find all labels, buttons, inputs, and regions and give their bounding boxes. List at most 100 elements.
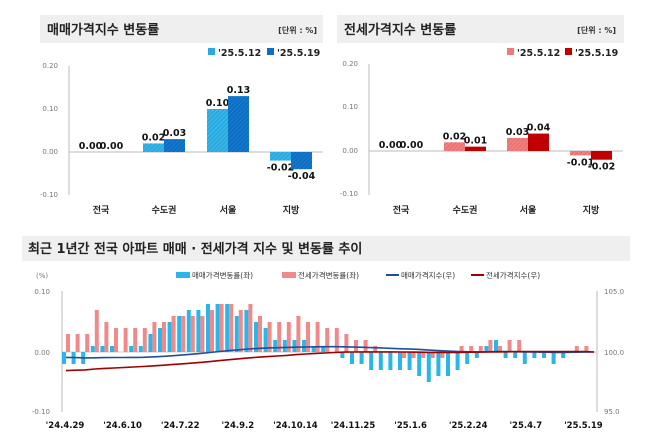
legend-swatch-sale-bar <box>176 272 190 278</box>
sale-change-bar <box>561 352 566 358</box>
data-label: 0.03 <box>163 128 186 139</box>
jeonse-change-bar <box>171 316 176 352</box>
sale-change-bar <box>206 304 210 352</box>
legend-swatch-jeonse-bar <box>282 272 296 278</box>
y-tick-label: 0.00 <box>342 147 358 155</box>
bar <box>228 96 249 152</box>
data-label: 0.00 <box>379 140 403 151</box>
sale-change-bar <box>138 346 143 352</box>
sale-change-bar <box>350 352 354 364</box>
sale-change-bar <box>282 340 287 352</box>
sale-change-bar <box>62 352 66 364</box>
x-tick-label: '24.10.14 <box>273 421 318 431</box>
sale-change-bar <box>196 310 201 352</box>
data-label: -0.02 <box>267 163 294 174</box>
legend-label-0: '25.5.12 <box>517 48 560 59</box>
jeonse-change-bar <box>430 352 435 358</box>
sale-change-bar <box>484 346 489 352</box>
data-label: 0.00 <box>79 141 103 152</box>
title-bar <box>22 236 630 261</box>
data-label: 0.01 <box>464 136 487 147</box>
data-label: 0.00 <box>100 141 124 152</box>
jeonse-change-bar <box>152 322 157 352</box>
sale-change-bar <box>446 352 450 376</box>
sale-change-bar <box>110 346 114 352</box>
x-tick-label: '24.9.2 <box>221 421 254 431</box>
jeonse-change-bar <box>123 328 128 352</box>
category-label: 전국 <box>393 204 410 216</box>
jeonse-change-bar <box>190 316 195 352</box>
sale-change-bar <box>542 352 546 358</box>
jeonse-change-bar <box>277 322 282 352</box>
y-tick-label: 0.10 <box>42 105 58 113</box>
sale-change-bar <box>321 346 326 352</box>
legend-swatch-1 <box>267 48 274 55</box>
legend: '25.5.12 '25.5.19 <box>208 48 320 59</box>
title-bar <box>337 15 624 43</box>
x-tick-label: '25.1.6 <box>394 421 427 431</box>
bar <box>444 142 465 151</box>
sale-change-bar <box>186 310 191 352</box>
sale-change-bar <box>436 352 441 376</box>
data-label: 0.02 <box>443 131 466 142</box>
jeonse-change-bar <box>344 334 349 352</box>
legend-label-1: '25.5.19 <box>277 48 320 59</box>
y-tick-label-left: 0.00 <box>34 349 50 357</box>
jeonse-change-bar <box>114 328 118 352</box>
sale-change-bar <box>158 328 162 352</box>
sale-change-bar <box>234 316 239 352</box>
jeonse-change-bar <box>248 304 253 352</box>
x-tick-label: '24.11.25 <box>331 421 376 431</box>
y-tick-label: 0.10 <box>342 103 358 111</box>
legend-swatch-0 <box>208 48 215 55</box>
jeonse-change-bar <box>238 310 243 352</box>
y-tick-label-left: 0.10 <box>34 288 50 296</box>
y-tick-label: 0.20 <box>42 62 58 70</box>
unit-label: [단위 : %] <box>577 25 616 35</box>
sale-change-bar <box>302 340 306 352</box>
data-label: 0.02 <box>142 132 165 143</box>
data-label: 0.03 <box>506 127 529 138</box>
bar <box>465 146 486 151</box>
sale-change-bar <box>225 304 230 352</box>
bar <box>207 109 228 152</box>
jeonse-change-bar <box>354 340 358 352</box>
legend: 매매가격변동률(좌) 전세가격변동률(좌) 매매가격지수(우) 전세가격지수(우… <box>176 270 540 280</box>
sale-change-bar <box>148 334 153 352</box>
unit-label: [단위 : %] <box>278 25 317 35</box>
sale-change-bar <box>167 322 172 352</box>
legend-label: 매매가격변동률(좌) <box>192 270 253 280</box>
y-tick-label-right: 105.0 <box>604 288 624 296</box>
category-label: 수도권 <box>152 204 177 216</box>
sale-change-bar <box>254 322 258 352</box>
chart-title: 전세가격지수 변동률 <box>344 22 456 38</box>
sale-change-bar <box>340 352 345 358</box>
bar <box>270 152 291 161</box>
chart-title: 최근 1년간 전국 아파트 매매 · 전세가격 지수 및 변동률 추이 <box>28 241 362 257</box>
bar <box>591 151 612 160</box>
jeonse-change-bar <box>229 304 234 352</box>
category-label: 지방 <box>283 204 300 216</box>
legend-swatch-1 <box>565 48 572 55</box>
sale-change-bar <box>388 352 393 370</box>
bar <box>528 133 549 151</box>
data-label: -0.01 <box>567 157 594 168</box>
jeonse-change-bar <box>334 328 339 352</box>
legend-label-1: '25.5.19 <box>575 48 618 59</box>
jeonse-change-bar <box>459 346 464 352</box>
bar <box>164 139 185 152</box>
jeonse-change-bar <box>584 346 589 352</box>
sale-change-bar <box>369 352 374 370</box>
bar <box>143 143 164 152</box>
jeonse-change-bar <box>488 340 493 352</box>
jeonse-change-bar <box>210 310 214 352</box>
sale-change-bar <box>311 346 316 352</box>
sale-change-bar <box>263 328 268 352</box>
data-label: -0.04 <box>288 171 316 182</box>
jeonse-change-bar <box>286 322 291 352</box>
sale-change-bar <box>513 352 518 358</box>
jeonse-index-line <box>65 350 595 372</box>
jeonse-change-bar <box>181 316 186 352</box>
jeonse-change-bar <box>517 340 522 352</box>
jeonse-change-bar <box>402 352 406 358</box>
